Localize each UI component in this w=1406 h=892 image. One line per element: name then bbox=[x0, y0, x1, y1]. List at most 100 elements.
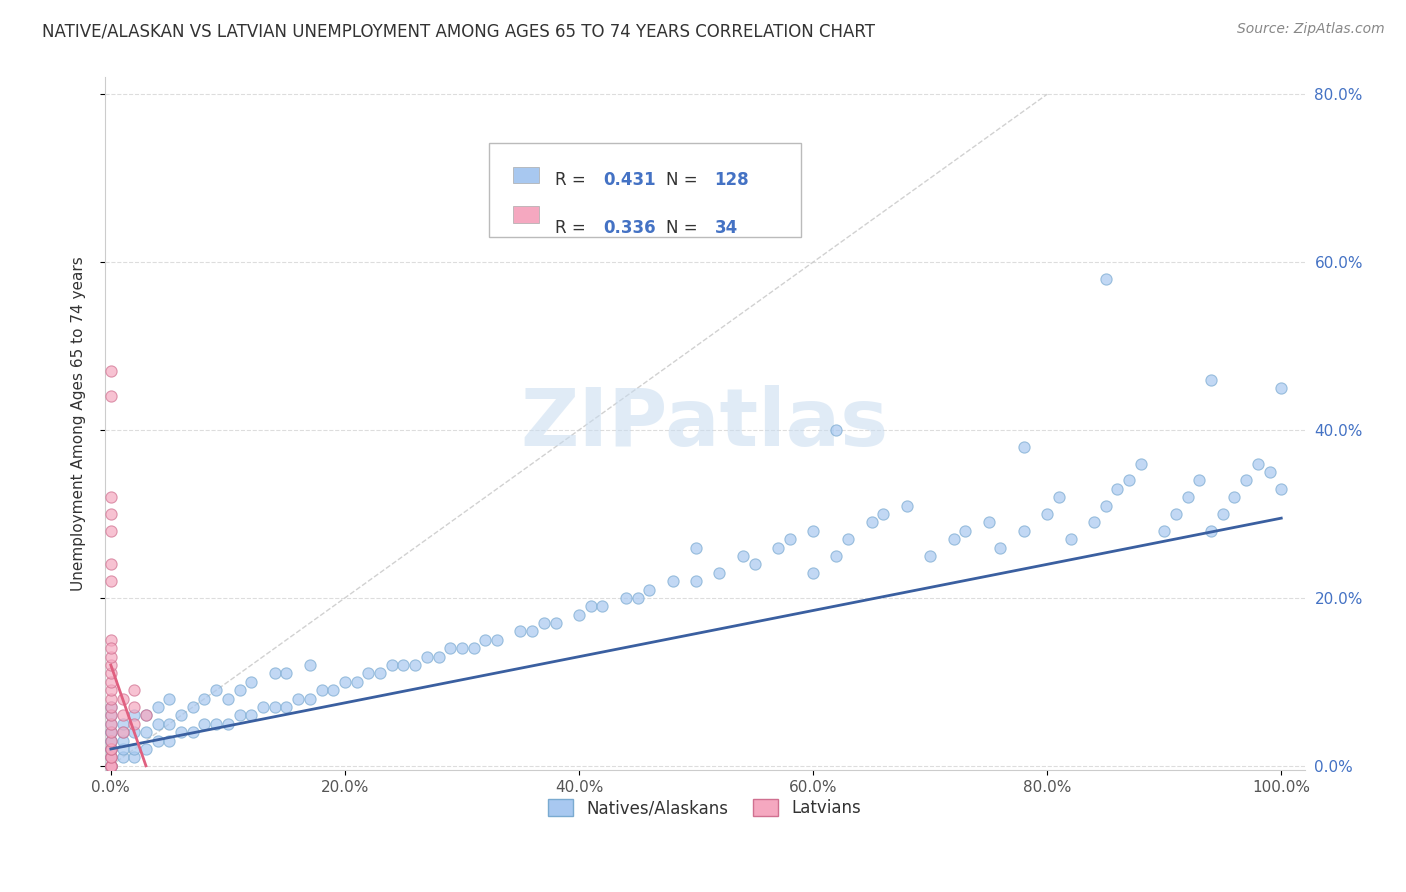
Point bbox=[100, 742, 122, 756]
Point bbox=[135, 742, 157, 756]
Point bbox=[100, 683, 122, 698]
Point bbox=[100, 733, 122, 747]
Point bbox=[100, 674, 122, 689]
Point bbox=[568, 607, 591, 622]
Point bbox=[1247, 457, 1270, 471]
Point bbox=[1059, 532, 1081, 546]
FancyBboxPatch shape bbox=[489, 144, 801, 236]
Point bbox=[100, 558, 122, 572]
Point bbox=[111, 733, 134, 747]
Point bbox=[837, 532, 859, 546]
Point bbox=[193, 716, 215, 731]
Point bbox=[100, 742, 122, 756]
Point bbox=[942, 532, 965, 546]
Point bbox=[217, 691, 239, 706]
Point bbox=[240, 674, 263, 689]
Point bbox=[263, 666, 285, 681]
Text: 34: 34 bbox=[714, 219, 738, 237]
Point bbox=[1188, 474, 1211, 488]
Point bbox=[122, 700, 145, 714]
Point bbox=[240, 708, 263, 723]
Text: NATIVE/ALASKAN VS LATVIAN UNEMPLOYMENT AMONG AGES 65 TO 74 YEARS CORRELATION CHA: NATIVE/ALASKAN VS LATVIAN UNEMPLOYMENT A… bbox=[42, 22, 875, 40]
Point bbox=[100, 742, 122, 756]
Point bbox=[860, 516, 883, 530]
Point bbox=[100, 725, 122, 739]
Point bbox=[100, 507, 122, 521]
Point bbox=[1129, 457, 1152, 471]
Point bbox=[100, 759, 122, 773]
Point bbox=[100, 632, 122, 647]
Point bbox=[205, 716, 228, 731]
Point bbox=[626, 591, 648, 605]
Point bbox=[100, 750, 122, 764]
Point bbox=[122, 725, 145, 739]
Point bbox=[333, 674, 356, 689]
Point bbox=[661, 574, 683, 588]
FancyBboxPatch shape bbox=[513, 167, 540, 184]
Point bbox=[522, 624, 544, 639]
FancyBboxPatch shape bbox=[513, 206, 540, 223]
Point bbox=[744, 558, 766, 572]
Point bbox=[146, 733, 169, 747]
Point bbox=[146, 716, 169, 731]
Point bbox=[181, 700, 204, 714]
Point bbox=[205, 683, 228, 698]
Point bbox=[579, 599, 602, 614]
Y-axis label: Unemployment Among Ages 65 to 74 years: Unemployment Among Ages 65 to 74 years bbox=[72, 256, 86, 591]
Point bbox=[100, 700, 122, 714]
Point bbox=[135, 708, 157, 723]
Point bbox=[100, 574, 122, 588]
Point bbox=[100, 759, 122, 773]
Point bbox=[157, 716, 180, 731]
Point bbox=[111, 750, 134, 764]
Point bbox=[872, 507, 894, 521]
Point bbox=[298, 658, 321, 673]
Point bbox=[1164, 507, 1187, 521]
Point bbox=[100, 649, 122, 664]
Point bbox=[100, 716, 122, 731]
Point bbox=[100, 389, 122, 403]
Point bbox=[368, 666, 391, 681]
Point bbox=[1107, 482, 1129, 496]
Point bbox=[685, 541, 707, 555]
Text: Source: ZipAtlas.com: Source: ZipAtlas.com bbox=[1237, 22, 1385, 37]
Point bbox=[920, 549, 942, 563]
Point bbox=[638, 213, 661, 227]
Point bbox=[451, 641, 474, 656]
Point bbox=[1047, 490, 1070, 504]
Text: R =: R = bbox=[555, 219, 591, 237]
Point bbox=[100, 750, 122, 764]
Point bbox=[100, 759, 122, 773]
Text: N =: N = bbox=[666, 171, 703, 189]
Point bbox=[825, 549, 848, 563]
Point bbox=[474, 632, 496, 647]
Point bbox=[100, 759, 122, 773]
Point bbox=[298, 691, 321, 706]
Point bbox=[1199, 524, 1222, 538]
Point bbox=[157, 691, 180, 706]
Point bbox=[111, 742, 134, 756]
Point bbox=[193, 691, 215, 706]
Point bbox=[252, 700, 274, 714]
Point bbox=[217, 716, 239, 731]
Point bbox=[591, 599, 613, 614]
Point bbox=[287, 691, 309, 706]
Point bbox=[111, 725, 134, 739]
Point bbox=[276, 666, 298, 681]
Text: N =: N = bbox=[666, 219, 703, 237]
Point bbox=[988, 541, 1011, 555]
Point bbox=[100, 691, 122, 706]
Text: 0.431: 0.431 bbox=[603, 171, 655, 189]
Point bbox=[709, 566, 731, 580]
Point bbox=[1270, 482, 1292, 496]
Point bbox=[100, 700, 122, 714]
Point bbox=[825, 423, 848, 437]
Point bbox=[122, 716, 145, 731]
Point bbox=[1212, 507, 1234, 521]
Point bbox=[766, 541, 789, 555]
Point bbox=[1270, 381, 1292, 395]
Point bbox=[311, 683, 333, 698]
Point bbox=[544, 616, 567, 631]
Point bbox=[100, 716, 122, 731]
Point bbox=[100, 524, 122, 538]
